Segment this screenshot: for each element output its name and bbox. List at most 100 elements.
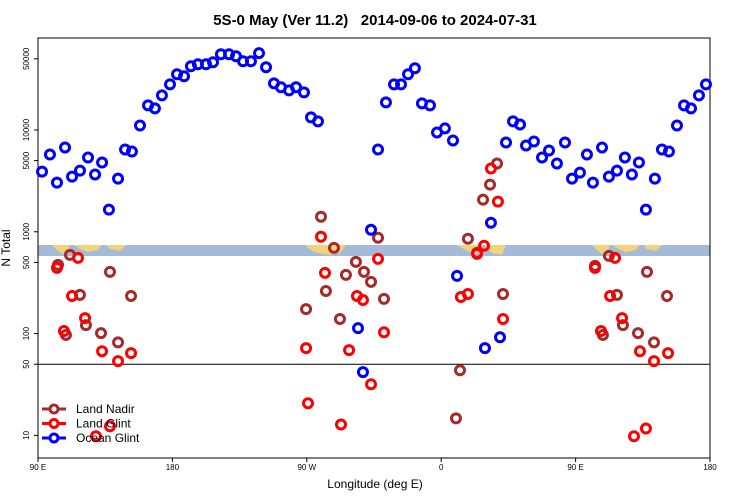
point <box>640 265 653 278</box>
point <box>43 148 56 161</box>
point <box>50 261 63 274</box>
y-tick-label: 1000 <box>22 222 31 240</box>
point <box>648 355 660 368</box>
point <box>334 418 347 431</box>
point <box>491 195 504 208</box>
point <box>297 86 310 99</box>
point <box>685 102 698 115</box>
point <box>573 166 586 179</box>
point <box>692 89 705 102</box>
point <box>648 336 660 349</box>
point <box>290 81 303 94</box>
point <box>633 345 646 358</box>
point <box>543 144 556 157</box>
point <box>312 115 324 128</box>
point <box>365 378 378 391</box>
x-axis-label: Longitude (deg E) <box>327 477 422 491</box>
x-tick-label: 180 <box>166 463 180 472</box>
point <box>148 102 161 115</box>
point <box>356 293 369 306</box>
point <box>59 141 72 154</box>
point <box>478 239 491 252</box>
point <box>478 342 491 355</box>
point <box>596 141 609 154</box>
point <box>451 269 464 282</box>
point <box>616 319 629 332</box>
point <box>402 68 415 81</box>
point <box>586 176 599 189</box>
point <box>89 430 102 443</box>
point <box>73 164 86 177</box>
point <box>357 265 370 278</box>
point <box>372 231 385 244</box>
point <box>372 143 385 156</box>
point <box>484 216 497 229</box>
point <box>102 203 115 216</box>
point <box>112 336 125 349</box>
y-tick-label: 10 <box>22 430 31 439</box>
point <box>594 325 607 338</box>
point <box>566 172 579 185</box>
point <box>660 289 673 302</box>
y-tick-label: 10000 <box>22 118 31 141</box>
point <box>343 344 356 357</box>
point <box>670 119 683 132</box>
point <box>639 203 652 216</box>
point <box>471 247 484 260</box>
legend-marker <box>48 432 60 444</box>
x-tick-label: 0 <box>439 463 444 472</box>
point <box>580 148 593 161</box>
point <box>558 136 571 149</box>
point <box>610 288 623 301</box>
x-tick-label: 180 <box>703 463 717 472</box>
point <box>616 312 629 325</box>
point <box>79 312 92 325</box>
point <box>327 241 340 254</box>
point <box>494 331 507 344</box>
point <box>319 285 332 298</box>
point <box>155 89 168 102</box>
point <box>497 287 510 300</box>
point <box>125 145 138 158</box>
point <box>395 78 408 91</box>
point <box>50 176 63 189</box>
point <box>333 313 346 326</box>
point <box>699 78 712 91</box>
point <box>356 366 369 379</box>
point <box>82 151 95 164</box>
point <box>378 292 391 305</box>
point <box>484 162 497 175</box>
point <box>388 78 401 91</box>
point <box>536 151 548 164</box>
point <box>454 364 467 377</box>
point <box>438 122 451 135</box>
point <box>365 223 378 236</box>
plot-frame <box>37 37 711 459</box>
point <box>378 326 391 339</box>
point <box>589 261 602 274</box>
point <box>424 99 436 112</box>
point <box>349 255 362 268</box>
point <box>604 289 617 302</box>
point <box>484 178 497 191</box>
point <box>207 56 220 69</box>
point <box>625 168 638 181</box>
x-tick-label: 90 W <box>297 463 316 472</box>
legend-label: Land Nadir <box>76 402 135 416</box>
point <box>253 47 266 60</box>
point <box>112 355 125 368</box>
chart-title: 5S-0 May (Ver 11.2) 2014-09-06 to 2024-0… <box>213 12 537 29</box>
point <box>72 251 85 264</box>
point <box>89 168 102 181</box>
point <box>95 327 108 340</box>
point <box>314 230 327 243</box>
point <box>36 165 49 178</box>
point <box>119 143 132 156</box>
y-tick-label: 50000 <box>22 47 31 70</box>
point <box>96 345 109 358</box>
legend-marker <box>48 418 60 429</box>
point <box>379 96 392 109</box>
point <box>319 266 332 279</box>
y-axis-label: N Total <box>0 229 13 266</box>
